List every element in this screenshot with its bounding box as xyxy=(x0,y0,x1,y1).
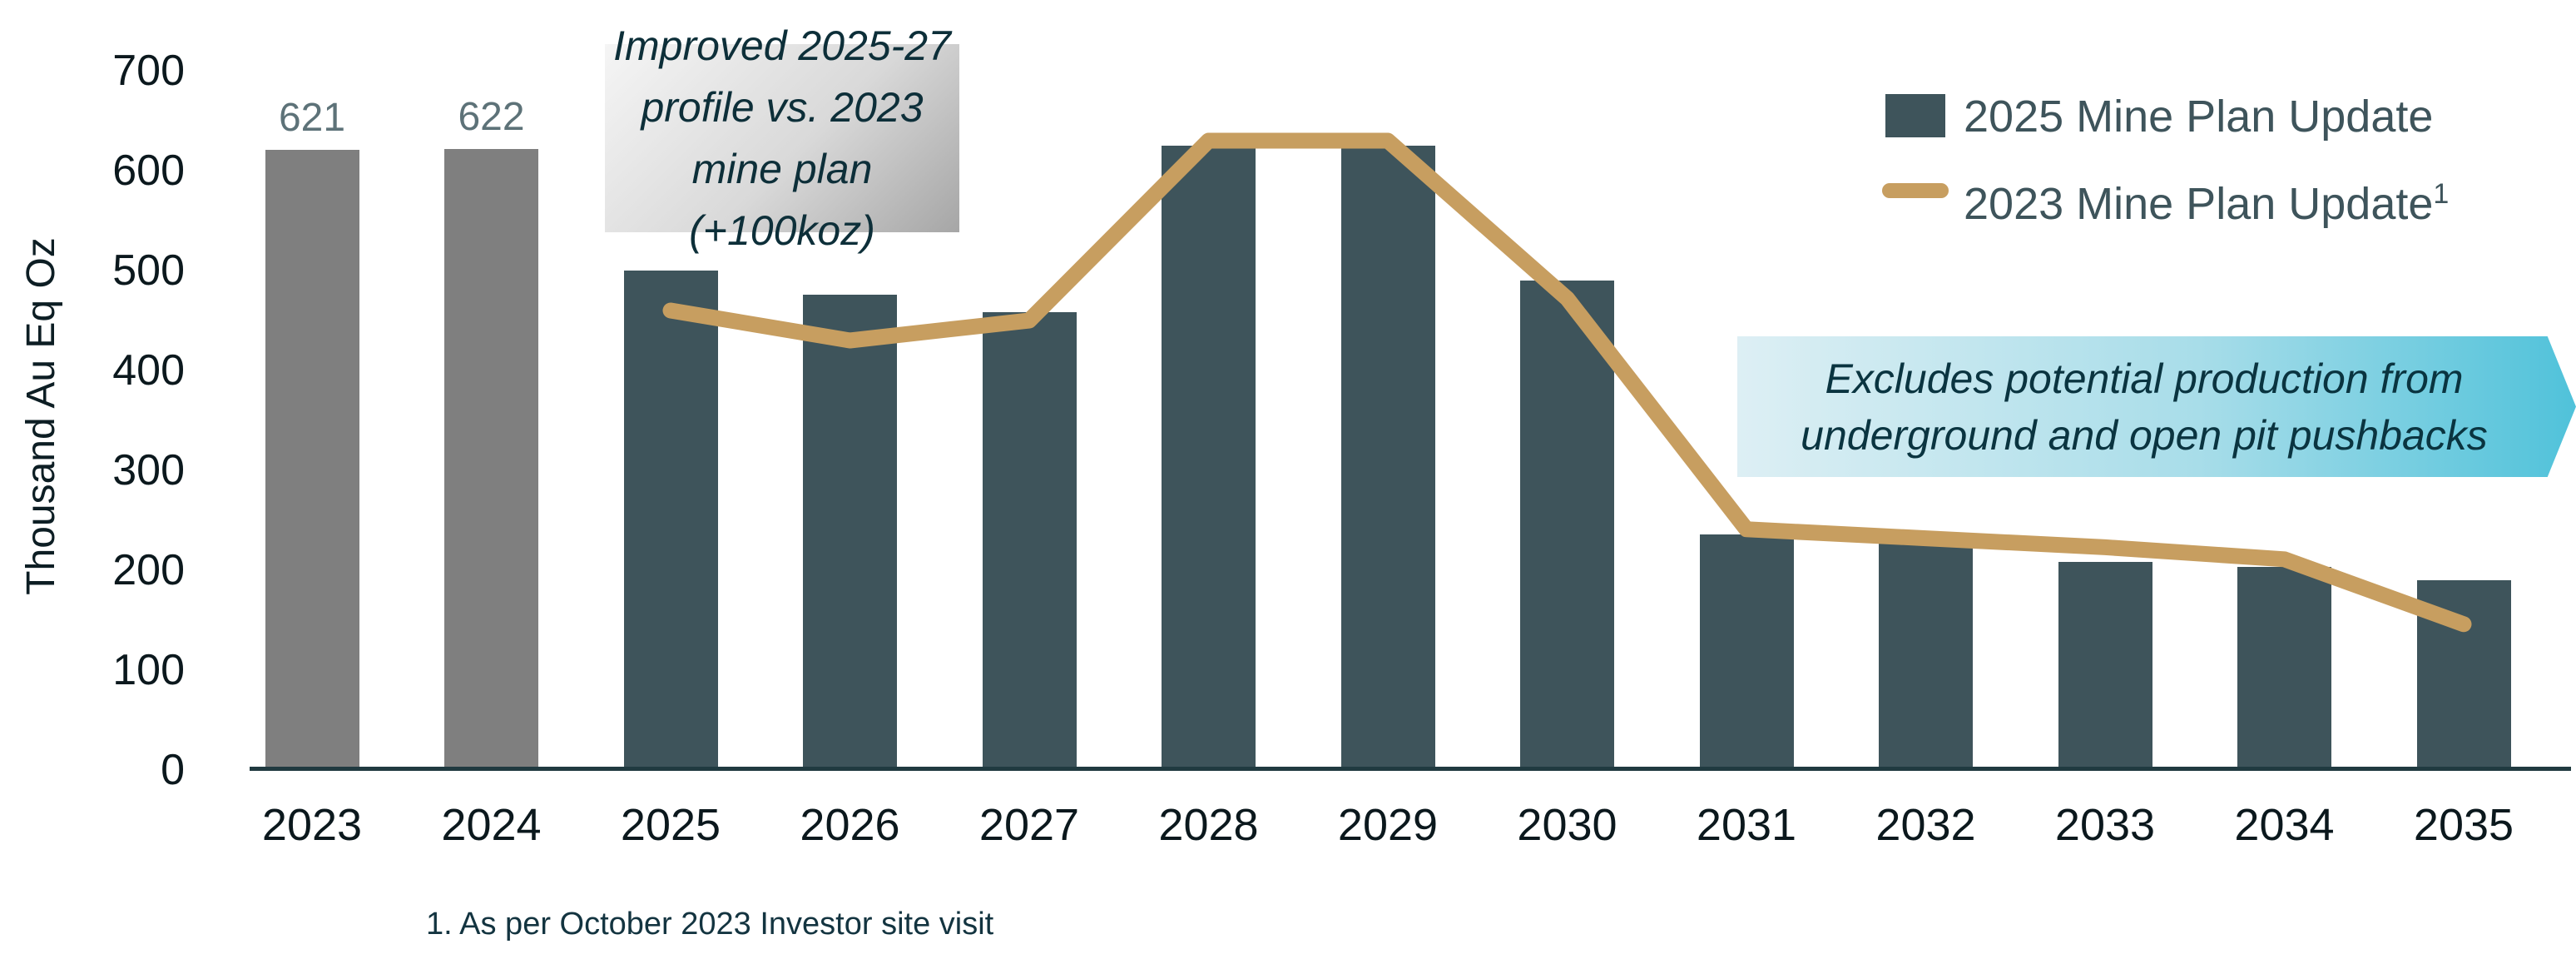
legend-swatch-2025-bar xyxy=(1885,94,1945,137)
bar-2025 xyxy=(623,271,718,770)
x-tick-label-2026: 2026 xyxy=(800,800,900,850)
y-tick-label: 400 xyxy=(112,346,185,395)
x-tick-label-2034: 2034 xyxy=(2234,800,2335,850)
legend-label-2025-mine-plan: 2025 Mine Plan Update xyxy=(1964,92,2434,142)
bar-2029 xyxy=(1340,146,1435,770)
x-tick-label-2027: 2027 xyxy=(978,800,1080,850)
bar-2027 xyxy=(982,312,1077,770)
x-tick-label-2025: 2025 xyxy=(620,800,721,850)
footnote-text: 1. As per October 2023 Investor site vis… xyxy=(426,907,994,942)
x-tick-label-2029: 2029 xyxy=(1337,800,1439,850)
y-tick-label: 500 xyxy=(112,246,185,295)
bar-2028 xyxy=(1162,146,1256,770)
bar-2035 xyxy=(2416,580,2511,770)
x-tick-label-2031: 2031 xyxy=(1696,800,1797,850)
annotation-line: Improved 2025-27 xyxy=(613,22,951,69)
annotation-line: underground and open pit pushbacks xyxy=(1801,411,2488,459)
x-tick-label-2023: 2023 xyxy=(261,800,363,850)
x-tick-label-2030: 2030 xyxy=(1517,800,1617,850)
y-tick-label: 100 xyxy=(112,646,185,694)
x-tick-label-2028: 2028 xyxy=(1158,800,1259,850)
annotation-line: mine plan (+100koz) xyxy=(689,146,875,254)
bar-value-label-2024: 622 xyxy=(458,94,525,139)
bar-2023 xyxy=(265,149,359,770)
annotation-line: Excludes potential production from xyxy=(1825,355,2464,402)
bar-2033 xyxy=(2058,562,2152,770)
y-tick-label: 600 xyxy=(112,147,185,195)
x-tick-label-2033: 2033 xyxy=(2054,800,2156,850)
x-tick-label-2035: 2035 xyxy=(2413,800,2514,850)
y-tick-label: 0 xyxy=(161,746,185,794)
y-tick-label: 300 xyxy=(112,446,185,494)
bar-value-label-2023: 621 xyxy=(278,95,346,140)
bar-2026 xyxy=(803,294,897,770)
footnote-marker: 1 xyxy=(2433,178,2450,210)
x-tick-label-2024: 2024 xyxy=(441,800,542,850)
x-tick-label-2032: 2032 xyxy=(1875,800,1976,850)
annotation-improved-profile: Improved 2025-27 profile vs. 2023 mine p… xyxy=(605,22,959,254)
bar-2034 xyxy=(2237,567,2331,770)
annotation-line: profile vs. 2023 xyxy=(641,84,924,131)
legend-swatch-2023-line xyxy=(1882,183,1949,198)
bar-2032 xyxy=(1879,542,1973,770)
legend-label-2023-mine-plan: 2023 Mine Plan Update1 xyxy=(1964,178,2450,229)
bar-2030 xyxy=(1520,281,1614,770)
bar-2024 xyxy=(444,148,538,770)
bar-2031 xyxy=(1699,534,1794,770)
y-tick-label: 700 xyxy=(112,47,185,95)
y-tick-label: 200 xyxy=(112,546,185,594)
annotation-excludes-production-arrow: Excludes potential production from under… xyxy=(1737,336,2576,477)
x-axis-line xyxy=(250,767,2571,771)
